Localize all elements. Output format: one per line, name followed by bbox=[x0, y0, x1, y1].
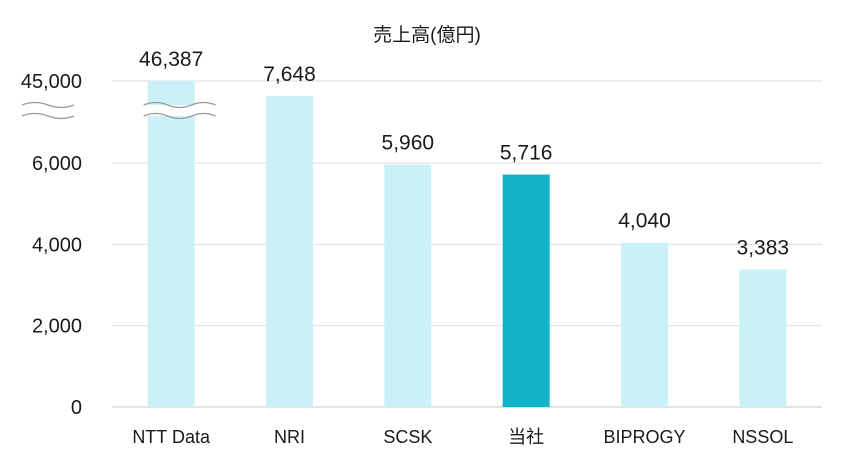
bar-5 bbox=[621, 242, 668, 407]
y-tick-label: 2,000 bbox=[32, 316, 82, 338]
data-label: 7,648 bbox=[263, 63, 316, 86]
bar-break-line bbox=[143, 101, 216, 109]
category-label: NRI bbox=[274, 427, 305, 447]
y-tick-label: 6,000 bbox=[32, 153, 82, 175]
data-label: 5,716 bbox=[500, 142, 553, 165]
bar-break-gap bbox=[145, 105, 197, 116]
data-label: 3,383 bbox=[737, 236, 790, 259]
x-axis-categories: NTT Data NRI SCSK 当社 BIPROGY NSSOL bbox=[132, 427, 793, 447]
y-axis-ticks: 0 2,000 4,000 6,000 45,000 bbox=[21, 71, 82, 419]
grid-lines bbox=[112, 80, 822, 408]
data-label: 46,387 bbox=[139, 48, 203, 71]
axis-break-line bbox=[21, 101, 75, 109]
data-label: 5,960 bbox=[382, 132, 435, 155]
bar-break-line bbox=[143, 112, 216, 120]
y-tick-label: 0 bbox=[71, 397, 82, 419]
category-label: NTT Data bbox=[132, 427, 211, 447]
bar-3 bbox=[384, 164, 432, 407]
bar-4 bbox=[502, 174, 550, 407]
axis-break-marks bbox=[20, 101, 216, 120]
category-label: 当社 bbox=[508, 427, 544, 447]
y-tick-label: 4,000 bbox=[32, 234, 82, 256]
chart-title: 売上高(億円) bbox=[373, 24, 481, 46]
bar-6 bbox=[739, 269, 787, 407]
bar-1 bbox=[147, 81, 195, 407]
axis-break-gap bbox=[20, 104, 76, 117]
data-labels: 46,387 7,648 5,960 5,716 4,040 3,383 bbox=[139, 48, 789, 259]
axis-break-line bbox=[21, 112, 75, 120]
category-label: NSSOL bbox=[732, 427, 793, 447]
bars bbox=[147, 81, 787, 408]
bar-2 bbox=[266, 95, 313, 408]
data-label: 4,040 bbox=[618, 210, 671, 233]
category-label: BIPROGY bbox=[603, 427, 685, 447]
category-label: SCSK bbox=[383, 427, 432, 447]
y-tick-label: 45,000 bbox=[21, 71, 82, 93]
